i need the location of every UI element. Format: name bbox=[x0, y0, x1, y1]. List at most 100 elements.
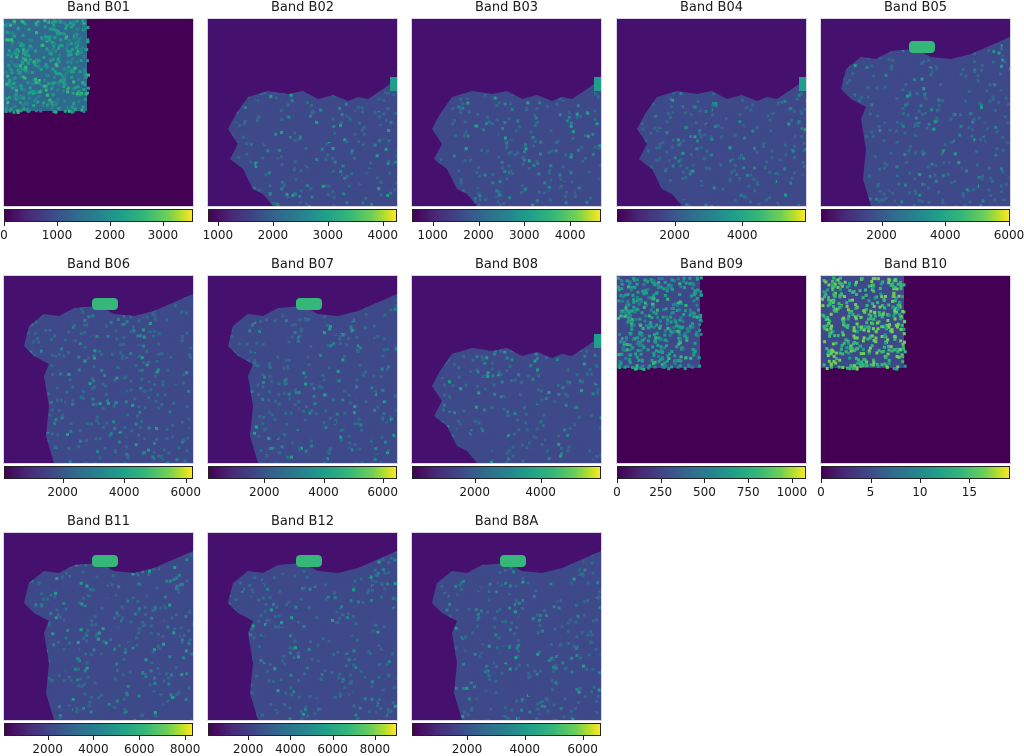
tick-label: 2000 bbox=[463, 228, 494, 242]
tick-label: 4000 bbox=[510, 742, 541, 756]
tick-label: 6000 bbox=[171, 485, 202, 499]
tick-mark bbox=[945, 222, 946, 226]
tick-label: 4000 bbox=[727, 228, 758, 242]
tick-label: 3000 bbox=[313, 228, 344, 242]
tick-mark bbox=[264, 479, 265, 483]
band-image bbox=[412, 276, 601, 463]
colorbar-ticks: 2000 4000 bbox=[617, 222, 806, 242]
band-image bbox=[617, 276, 806, 463]
tick-label: 4000 bbox=[930, 228, 961, 242]
tick-mark bbox=[675, 222, 676, 226]
colorbar bbox=[4, 466, 193, 479]
panel-title: Band B01 bbox=[4, 0, 193, 16]
tick-mark bbox=[433, 222, 434, 226]
panel-title: Band B04 bbox=[617, 0, 806, 16]
tick-mark bbox=[617, 479, 618, 483]
tick-mark bbox=[882, 222, 883, 226]
tick-mark bbox=[704, 479, 705, 483]
band-image bbox=[412, 533, 601, 720]
colorbar bbox=[208, 723, 397, 736]
colorbar bbox=[208, 209, 397, 222]
tick-label: 1000 bbox=[42, 228, 73, 242]
band-image bbox=[208, 533, 397, 720]
tick-label: 500 bbox=[693, 485, 716, 499]
tick-label: 2000 bbox=[459, 485, 490, 499]
tick-mark bbox=[124, 479, 125, 483]
colorbar bbox=[617, 209, 806, 222]
tick-mark bbox=[185, 736, 186, 740]
panel-title: Band B03 bbox=[412, 0, 601, 16]
tick-label: 8000 bbox=[360, 742, 391, 756]
tick-label: 2000 bbox=[233, 742, 264, 756]
tick-label: 5 bbox=[867, 485, 875, 499]
tick-label: 2000 bbox=[659, 228, 690, 242]
tick-label: 1000 bbox=[777, 485, 808, 499]
band-image bbox=[617, 19, 806, 206]
colorbar bbox=[4, 209, 193, 222]
band-image bbox=[4, 19, 193, 206]
tick-label: 3000 bbox=[509, 228, 540, 242]
tick-label: 4000 bbox=[555, 228, 586, 242]
tick-mark bbox=[541, 479, 542, 483]
colorbar bbox=[412, 466, 601, 479]
colorbar bbox=[821, 466, 1010, 479]
band-image bbox=[4, 533, 193, 720]
tick-label: 15 bbox=[962, 485, 977, 499]
band-image bbox=[208, 276, 397, 463]
tick-label: 3000 bbox=[148, 228, 179, 242]
tick-mark bbox=[525, 736, 526, 740]
tick-mark bbox=[375, 736, 376, 740]
tick-label: 10 bbox=[912, 485, 927, 499]
tick-label: 4000 bbox=[275, 742, 306, 756]
tick-label: 250 bbox=[649, 485, 672, 499]
panel-title: Band B07 bbox=[208, 257, 397, 273]
panel-title: Band B02 bbox=[208, 0, 397, 16]
colorbar-ticks: 2000 4000 6000 8000 bbox=[208, 736, 397, 756]
tick-mark bbox=[139, 736, 140, 740]
tick-mark bbox=[218, 222, 219, 226]
tick-mark bbox=[570, 222, 571, 226]
tick-mark bbox=[93, 736, 94, 740]
tick-label: 6000 bbox=[124, 742, 155, 756]
tick-mark bbox=[63, 479, 64, 483]
band-image bbox=[4, 276, 193, 463]
tick-label: 2000 bbox=[452, 742, 483, 756]
band-image bbox=[412, 19, 601, 206]
tick-label: 6000 bbox=[317, 742, 348, 756]
band-image bbox=[821, 276, 1010, 463]
tick-mark bbox=[792, 479, 793, 483]
tick-mark bbox=[1009, 222, 1010, 226]
tick-mark bbox=[969, 479, 970, 483]
tick-label: 2000 bbox=[249, 485, 280, 499]
colorbar bbox=[208, 466, 397, 479]
panel-title: Band B10 bbox=[821, 257, 1010, 273]
tick-label: 2000 bbox=[258, 228, 289, 242]
panel-title: Band B05 bbox=[821, 0, 1010, 16]
tick-mark bbox=[920, 479, 921, 483]
colorbar bbox=[4, 723, 193, 736]
tick-label: 4000 bbox=[78, 742, 109, 756]
tick-mark bbox=[479, 222, 480, 226]
tick-mark bbox=[290, 736, 291, 740]
tick-label: 6000 bbox=[367, 485, 398, 499]
panel-title: Band B08 bbox=[412, 257, 601, 273]
tick-mark bbox=[328, 222, 329, 226]
tick-mark bbox=[163, 222, 164, 226]
tick-mark bbox=[324, 479, 325, 483]
tick-label: 8000 bbox=[170, 742, 201, 756]
tick-mark bbox=[383, 479, 384, 483]
tick-label: 2000 bbox=[866, 228, 897, 242]
tick-mark bbox=[333, 736, 334, 740]
tick-mark bbox=[475, 479, 476, 483]
tick-mark bbox=[742, 222, 743, 226]
